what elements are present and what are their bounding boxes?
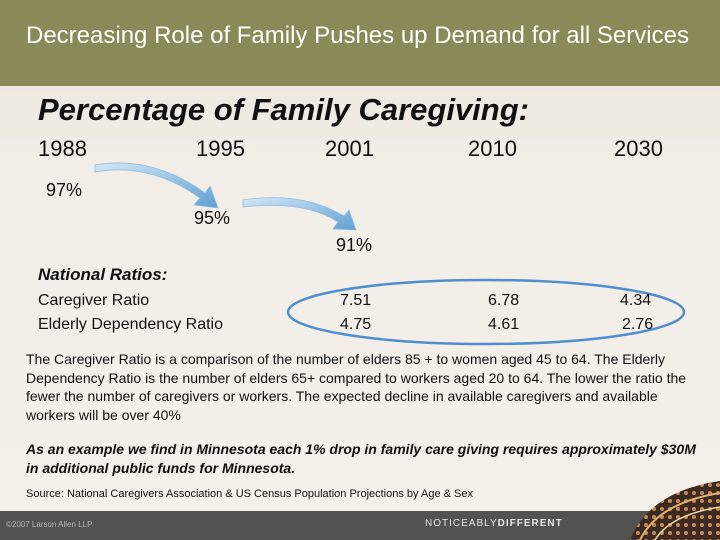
footer-bar: ©2007 Larson Allen LLP NOTICEABLYDIFFERE…: [0, 481, 720, 540]
decorative-pattern-icon: [630, 481, 720, 540]
brand-tagline: NOTICEABLYDIFFERENT: [425, 518, 563, 529]
curved-arrow-icon: [94, 162, 219, 209]
slide-title: Decreasing Role of Family Pushes up Dema…: [26, 22, 689, 49]
copyright-text: ©2007 Larson Allen LLP: [6, 520, 93, 529]
ratio-description: The Caregiver Ratio is a comparison of t…: [26, 351, 687, 423]
elderly-dependency-ratio-2001: 4.75: [340, 316, 372, 333]
elderly-dependency-ratio-2010: 4.61: [488, 316, 520, 333]
year-2030: 2030: [614, 136, 663, 161]
percentage-1988: 97%: [46, 180, 83, 200]
section-subtitle: Percentage of Family Caregiving:: [38, 92, 529, 127]
caregiver-ratio-2030: 4.34: [620, 292, 652, 309]
brand-tagline-bold: DIFFERENT: [497, 518, 563, 529]
elderly-dependency-ratio-2030: 2.76: [622, 316, 654, 333]
year-1988: 1988: [38, 136, 87, 161]
elderly-dependency-ratio-label: Elderly Dependency Ratio: [38, 316, 223, 333]
brand-tagline-light: NOTICEABLY: [425, 518, 498, 529]
year-1995: 1995: [196, 136, 245, 161]
percentage-1995: 95%: [194, 208, 231, 228]
ratio-highlight-ellipse: [286, 278, 686, 346]
caregiver-ratio-label: Caregiver Ratio: [38, 292, 150, 309]
national-ratios-heading: National Ratios:: [38, 265, 168, 284]
source-citation: Source: National Caregivers Association …: [26, 488, 473, 500]
year-2001: 2001: [325, 136, 374, 161]
year-2010: 2010: [468, 136, 517, 161]
title-bar: Decreasing Role of Family Pushes up Dema…: [0, 0, 720, 86]
curved-arrow-icon: [242, 197, 357, 231]
caregiver-ratio-2010: 6.78: [488, 292, 520, 309]
caregiver-ratio-2001: 7.51: [340, 292, 372, 309]
percentage-2001: 91%: [336, 235, 373, 255]
minnesota-example: As an example we find in Minnesota each …: [26, 441, 696, 476]
